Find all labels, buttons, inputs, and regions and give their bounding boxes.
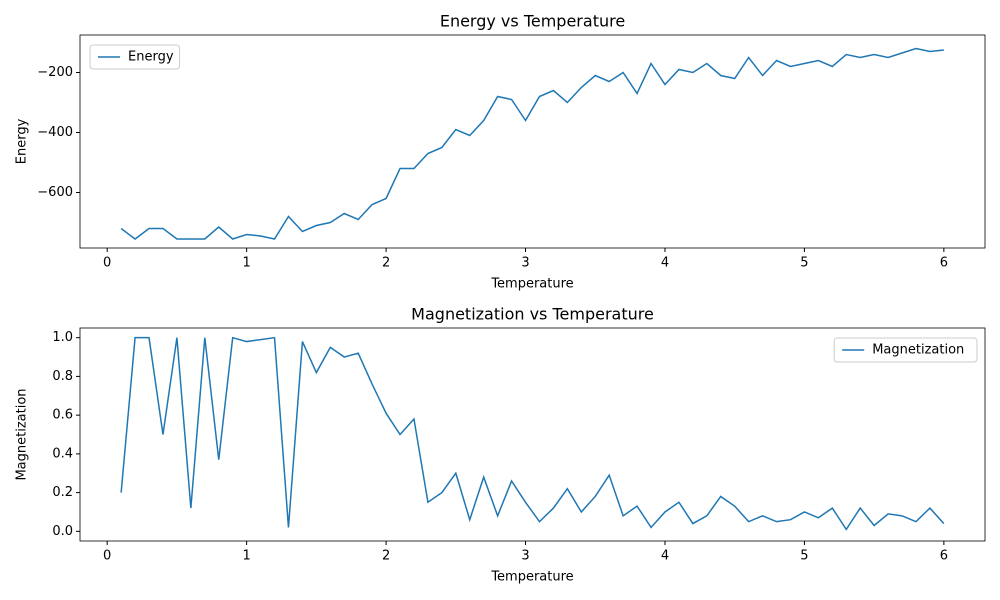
y-tick-label: 0.4 bbox=[52, 446, 73, 461]
y-tick-label: 0.6 bbox=[52, 408, 73, 423]
y-tick-label: −200 bbox=[37, 65, 73, 80]
axes-frame bbox=[79, 327, 986, 542]
y-axis-label: Magnetization bbox=[15, 388, 30, 480]
x-tick-label: 0 bbox=[103, 256, 111, 271]
y-tick-label: 0.0 bbox=[52, 524, 73, 539]
y-tick-label: 1.0 bbox=[52, 330, 73, 345]
x-axis-label: Temperature bbox=[490, 277, 573, 292]
x-tick-label: 5 bbox=[800, 256, 808, 271]
x-tick-label: 2 bbox=[382, 549, 390, 564]
y-tick-label: 0.8 bbox=[52, 369, 73, 384]
legend-box bbox=[89, 44, 181, 70]
x-axis-label: Temperature bbox=[490, 570, 573, 585]
chart-title: Energy vs Temperature bbox=[440, 12, 625, 31]
data-line bbox=[120, 336, 945, 531]
x-tick-label: 4 bbox=[661, 549, 669, 564]
x-tick-label: 2 bbox=[382, 256, 390, 271]
x-tick-label: 3 bbox=[521, 256, 529, 271]
y-tick-label: −400 bbox=[37, 125, 73, 140]
axes-frame bbox=[79, 34, 986, 249]
legend-label: Energy bbox=[128, 50, 174, 65]
legend-label: Magnetization bbox=[872, 343, 964, 358]
chart-title: Magnetization vs Temperature bbox=[411, 305, 654, 324]
legend-box bbox=[833, 337, 978, 363]
data-line bbox=[120, 47, 944, 240]
x-tick-label: 1 bbox=[242, 549, 250, 564]
x-tick-label: 4 bbox=[661, 256, 669, 271]
x-tick-label: 5 bbox=[800, 549, 808, 564]
x-tick-label: 3 bbox=[521, 549, 529, 564]
y-tick-label: −600 bbox=[37, 185, 73, 200]
x-tick-label: 0 bbox=[103, 549, 111, 564]
y-tick-label: 0.2 bbox=[52, 485, 73, 500]
y-axis-label: Energy bbox=[15, 118, 30, 164]
x-tick-label: 6 bbox=[940, 256, 948, 271]
x-tick-label: 6 bbox=[940, 549, 948, 564]
x-tick-label: 1 bbox=[242, 256, 250, 271]
